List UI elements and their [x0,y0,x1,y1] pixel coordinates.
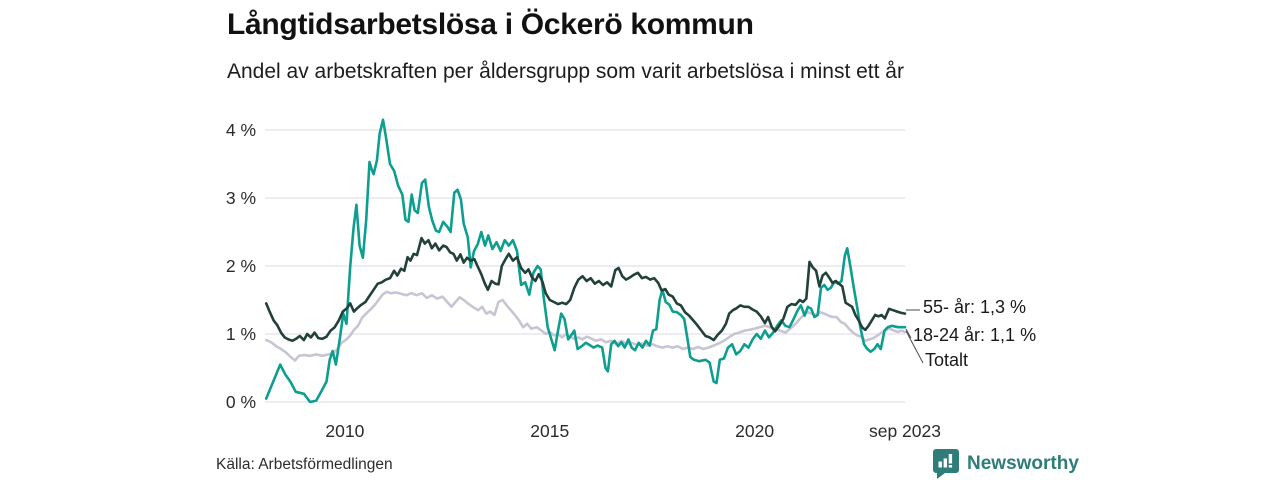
series-end-label-55-r: 55- år: 1,3 % [923,297,1026,317]
y-axis-tick-label: 2 % [226,256,256,276]
y-axis-tick-label: 1 % [226,324,256,344]
source-note: Källa: Arbetsförmedlingen [216,456,393,473]
x-axis-tick-label: 2020 [735,421,774,441]
chart-svg: 0 % 1 % 2 % 3 % 4 % 2010 2015 2020 sep 2023 55- å… [226,118,1036,441]
series-line-55-r [264,236,907,343]
series-end-label-18-24-r: 18-24 år: 1,1 % [913,325,1036,345]
series-line-totalt [264,290,907,362]
page-title: Långtidsarbetslösa i Öckerö kommun [227,8,754,41]
brand-name: Newsworthy [967,452,1079,474]
x-axis-tick-label: sep 2023 [869,421,941,441]
series-end-label-totalt: Totalt [925,350,968,370]
series-line-18-24-r [264,118,907,404]
x-axis-tick-label: 2015 [530,421,569,441]
y-axis-tick-label: 4 % [226,120,256,140]
page-subtitle: Andel av arbetskraften per åldersgrupp s… [227,60,904,83]
label-connector [905,330,924,364]
newsworthy-logo-icon [933,449,959,479]
y-axis-tick-label: 0 % [226,392,256,412]
brand-logo: Newsworthy [932,448,1079,479]
label-connector [905,328,912,339]
line-chart: 0 % 1 % 2 % 3 % 4 % 2010 2015 2020 sep 2023 55- å… [0,100,1280,450]
x-axis-tick-label: 2010 [325,421,364,441]
y-axis-tick-label: 3 % [226,188,256,208]
